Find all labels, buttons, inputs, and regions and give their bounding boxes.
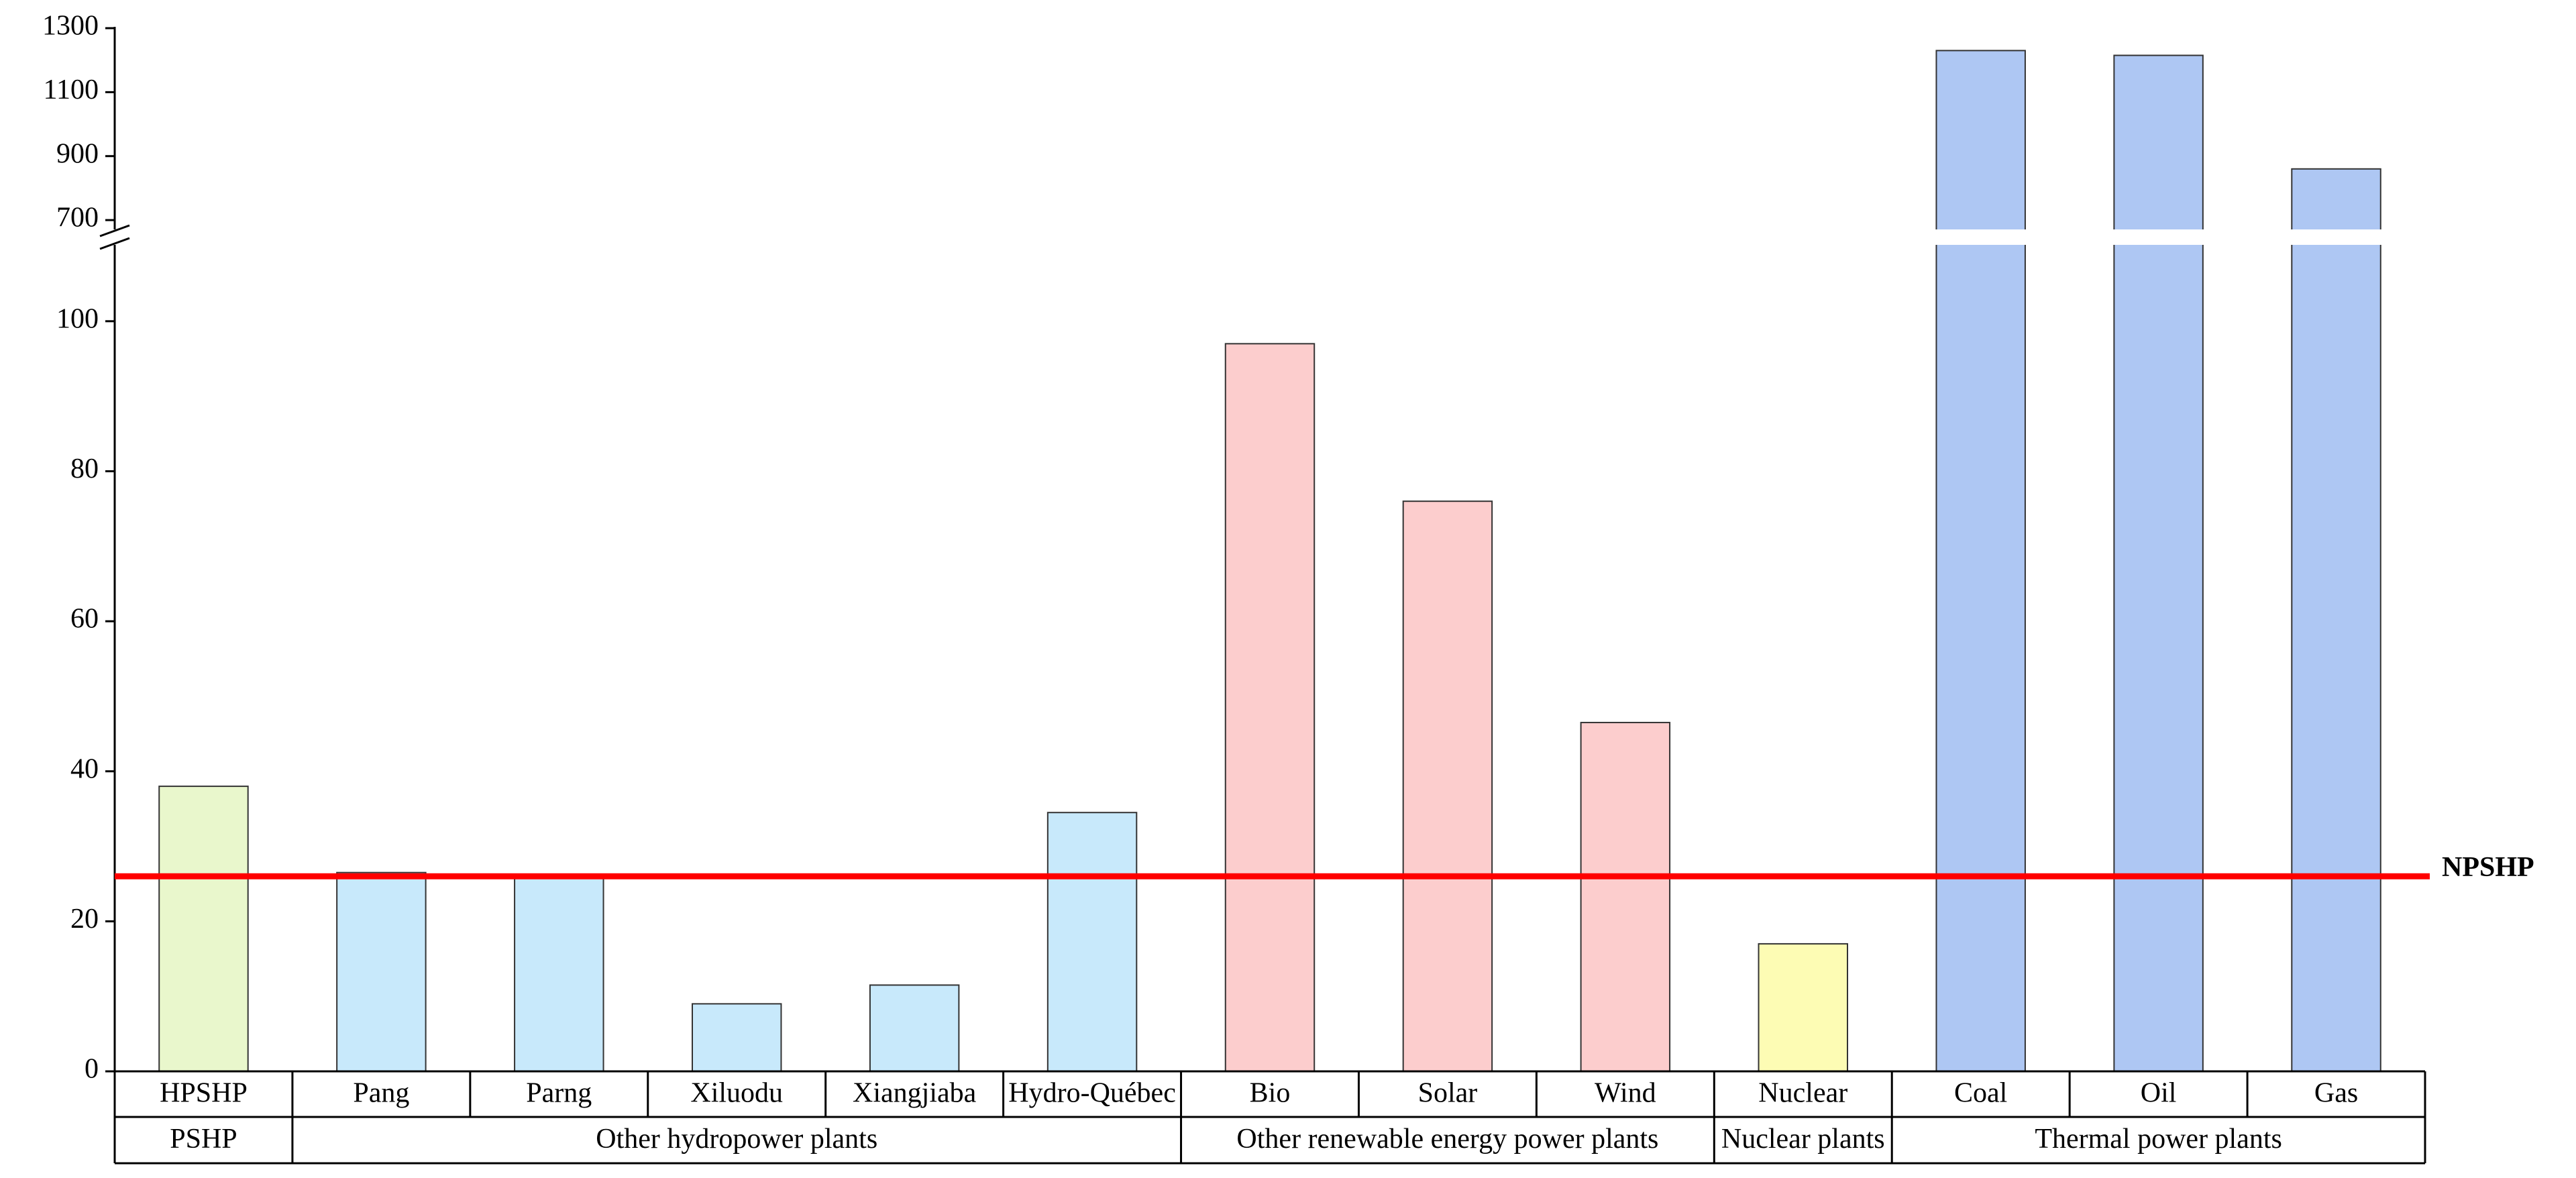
x-tick-label: HPSHP (160, 1078, 248, 1109)
bar (869, 984, 960, 1072)
x-tick-label: Parng (526, 1078, 592, 1109)
bar (1935, 50, 2026, 1073)
x-tick-label: Pang (353, 1078, 409, 1109)
bar (1758, 943, 1849, 1072)
reference-label: NPSHP (2442, 852, 2534, 883)
axis-break-gap (95, 229, 2425, 245)
y-tick-label: 700 (56, 203, 99, 233)
group-label: Other renewable energy power plants (1236, 1124, 1658, 1155)
bar (2291, 168, 2381, 1073)
axis-break-mark (99, 237, 130, 250)
y-tick-label: 60 (70, 604, 99, 635)
bar (514, 875, 604, 1072)
bar (158, 786, 249, 1073)
bar (1580, 722, 1671, 1072)
x-tick-label: Bio (1250, 1078, 1291, 1109)
y-tick-label: 100 (56, 303, 99, 334)
x-tick-label: Xiangjiaba (853, 1078, 977, 1109)
bar (692, 1003, 782, 1073)
bar (1402, 500, 1493, 1072)
group-label: PSHP (170, 1124, 237, 1155)
y-tick-label: 900 (56, 138, 99, 169)
bar (2113, 54, 2204, 1073)
x-tick-label: Coal (1954, 1078, 2007, 1109)
group-label: Nuclear plants (1721, 1124, 1885, 1155)
bar (1046, 812, 1138, 1073)
y-tick-label: 1100 (44, 74, 99, 105)
x-tick-label: Solar (1418, 1078, 1478, 1109)
x-tick-label: Xiluodu (690, 1078, 783, 1109)
x-tick-label: Oil (2141, 1078, 2177, 1109)
x-tick-label: Wind (1595, 1078, 1656, 1109)
y-tick-label: 1300 (42, 11, 99, 42)
x-tick-label: Nuclear (1758, 1078, 1847, 1109)
group-label: Thermal power plants (2035, 1124, 2282, 1155)
bar (336, 871, 427, 1072)
y-tick-label: 40 (70, 753, 99, 784)
axis-break-mark (99, 224, 130, 237)
group-label: Other hydropower plants (596, 1124, 877, 1155)
x-tick-label: Hydro-Québec (1008, 1078, 1176, 1109)
x-tick-label: Gas (2314, 1078, 2358, 1109)
y-tick-label: 0 (85, 1054, 99, 1085)
bar (1224, 343, 1316, 1072)
y-tick-label: 20 (70, 904, 99, 934)
y-tick-label: 80 (70, 453, 99, 484)
